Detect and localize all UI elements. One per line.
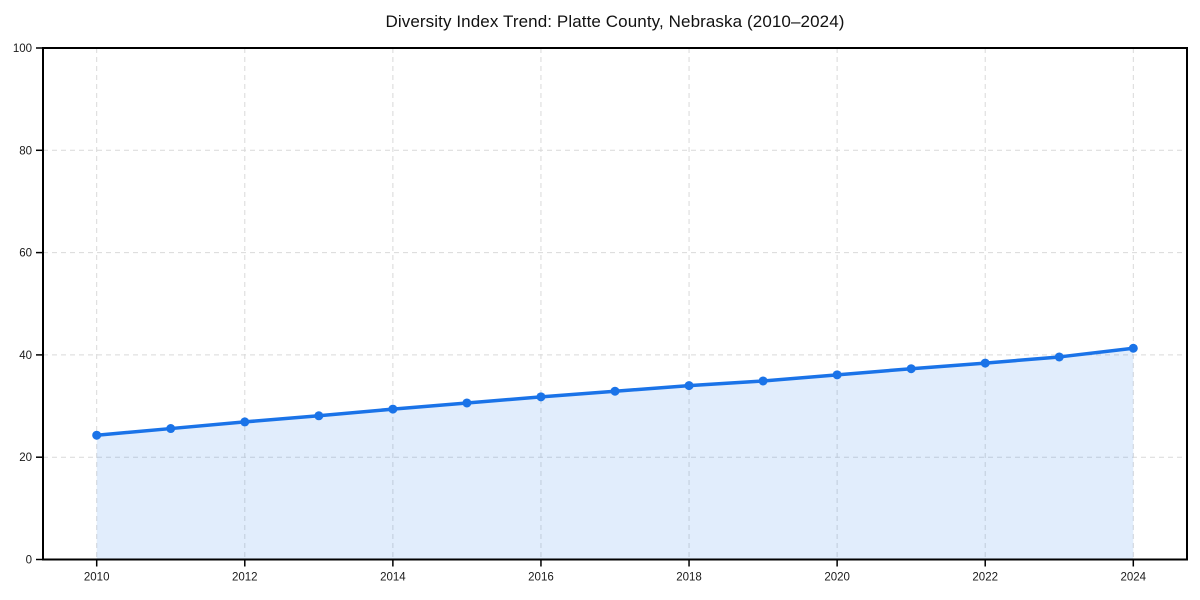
- data-point: [758, 376, 768, 386]
- y-tick-label: 100: [13, 43, 32, 55]
- y-tick-label: 20: [19, 452, 32, 464]
- x-tick-label: 2012: [232, 572, 258, 584]
- data-point: [832, 370, 842, 380]
- data-point: [906, 364, 916, 374]
- data-point: [980, 358, 990, 368]
- x-tick-label: 2024: [1121, 572, 1147, 584]
- data-point: [462, 398, 472, 408]
- data-point: [1054, 352, 1064, 362]
- data-point: [536, 392, 546, 402]
- chart-title: Diversity Index Trend: Platte County, Ne…: [385, 12, 845, 31]
- x-tick-label: 2022: [972, 572, 998, 584]
- data-point: [166, 424, 176, 434]
- data-point: [240, 417, 250, 427]
- y-tick-label: 60: [19, 248, 32, 260]
- y-tick-label: 0: [26, 555, 32, 567]
- plot-border: [42, 47, 1188, 561]
- data-point: [314, 411, 324, 421]
- area-fill: [96, 348, 1134, 560]
- y-tick-label: 40: [19, 350, 32, 362]
- data-point: [684, 381, 694, 391]
- data-point: [92, 430, 102, 440]
- y-tick-label: 80: [19, 145, 32, 157]
- x-tick-label: 2016: [528, 572, 554, 584]
- data-point: [610, 386, 620, 396]
- x-tick-label: 2014: [380, 572, 406, 584]
- data-point: [1128, 343, 1138, 353]
- x-tick-label: 2018: [676, 572, 702, 584]
- data-point: [388, 404, 398, 414]
- x-tick-label: 2010: [84, 572, 110, 584]
- x-tick-label: 2020: [824, 572, 850, 584]
